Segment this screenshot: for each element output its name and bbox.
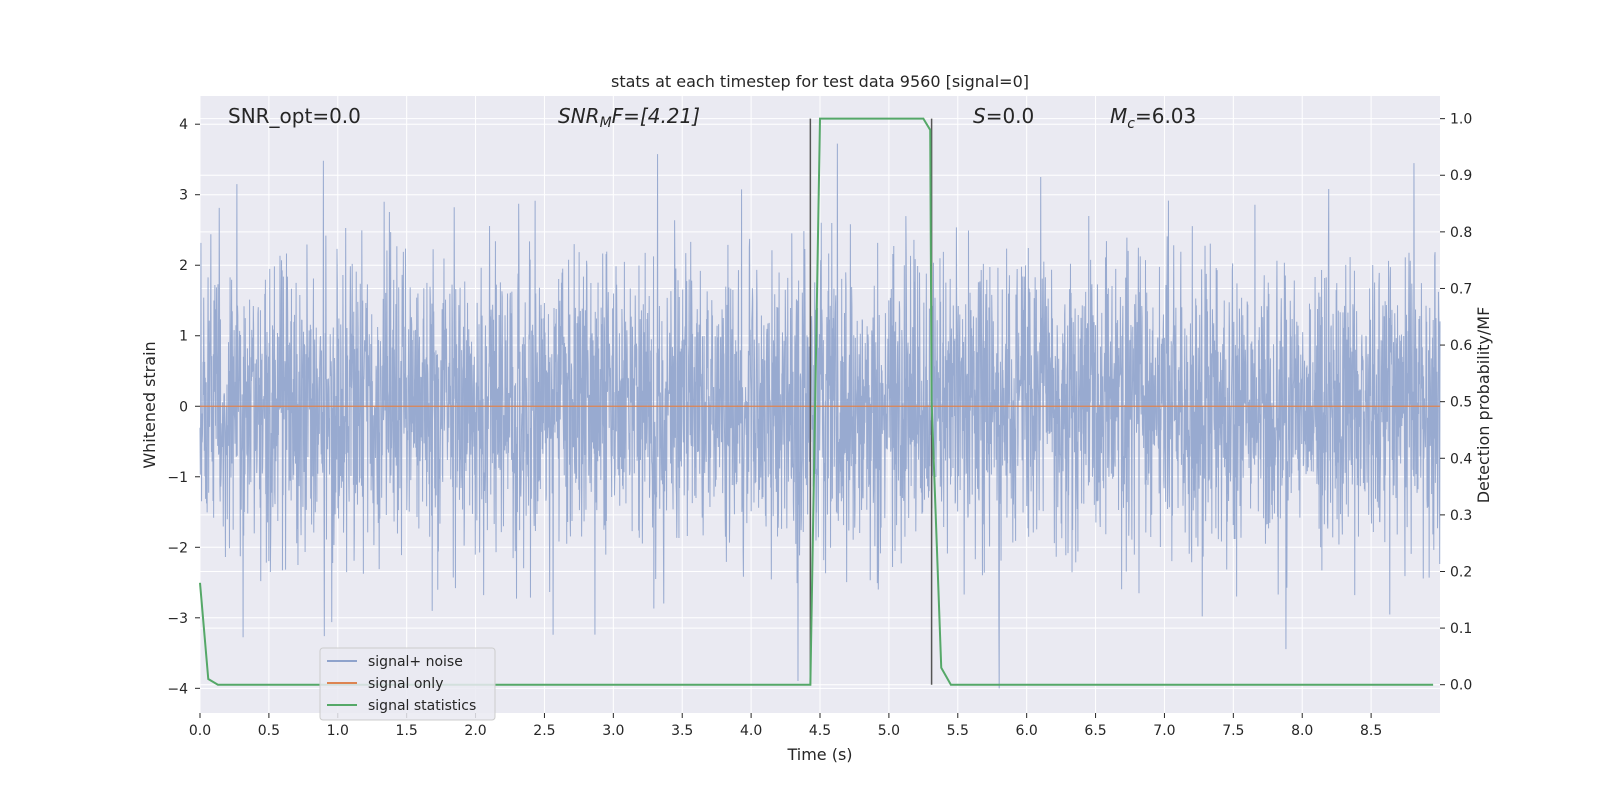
y-right-tick-label: 0.9 (1450, 168, 1472, 184)
y-right-tick-label: 0.8 (1450, 225, 1472, 241)
signal-statistics-series (199, 117, 1434, 686)
y-tick-label: 1 (179, 329, 188, 345)
legend-label-signal-statistics: signal statistics (368, 698, 476, 714)
y-tick-label: −2 (167, 540, 188, 556)
x-tick-label: 8.5 (1360, 723, 1382, 739)
x-tick-label: 0.5 (258, 723, 280, 739)
x-tick-label: 6.5 (1084, 723, 1106, 739)
y-tick-label: 0 (179, 399, 188, 415)
y-tick-label: 3 (179, 188, 188, 204)
annotation-snr-mf: SNRMF=[4.21] (558, 104, 700, 131)
y-right-tick-label: 0.3 (1450, 508, 1472, 524)
signal-noise-line (199, 143, 1441, 689)
x-tick-label: 1.5 (396, 723, 418, 739)
y-right-tick-label: 0.6 (1450, 338, 1472, 354)
y-right-tick-label: 0.1 (1450, 621, 1472, 637)
y-right-tick-label: 0.7 (1450, 281, 1472, 297)
y-right-tick-label: 0.0 (1450, 678, 1472, 694)
legend-box (319, 647, 496, 721)
legend-label-signal-only: signal only (368, 676, 443, 692)
x-tick-label: 4.5 (809, 723, 831, 739)
signal-noise-series (199, 143, 1441, 689)
y-tick-label: −3 (167, 611, 188, 627)
y-tick-label: 2 (179, 258, 188, 274)
x-tick-label: 7.5 (1222, 723, 1244, 739)
chart-title: stats at each timestep for test data 956… (611, 72, 1029, 91)
y-right-tick-label: 0.5 (1450, 395, 1472, 411)
y-tick-label: −4 (167, 681, 188, 697)
y-axis-ticks: 4 3 2 1 0 −1 −2 −3 −4 (167, 117, 200, 697)
y-tick-label: −1 (167, 470, 188, 486)
x-tick-label: 0.0 (189, 723, 211, 739)
y-right-axis-label: Detection probability/MF (1474, 307, 1493, 504)
x-tick-label: 5.5 (947, 723, 969, 739)
x-tick-label: 3.5 (671, 723, 693, 739)
legend: signal+ noise signal only signal statist… (319, 647, 496, 721)
x-tick-label: 4.0 (740, 723, 762, 739)
legend-label-signal-noise: signal+ noise (368, 654, 463, 670)
signal-statistics-line (199, 117, 1434, 686)
x-tick-label: 2.5 (533, 723, 555, 739)
y-right-tick-label: 0.4 (1450, 451, 1472, 467)
x-tick-label: 8.0 (1291, 723, 1313, 739)
annotation-mc: Mc=6.03 (1110, 104, 1196, 132)
x-tick-label: 6.0 (1016, 723, 1038, 739)
y-tick-label: 4 (179, 117, 188, 133)
y-right-tick-label: 0.2 (1450, 564, 1472, 580)
x-axis-ticks: 0.0 0.5 1.0 1.5 2.0 2.5 3.0 3.5 4.0 4.5 5.0 5.5 6.0 6… (189, 713, 1382, 739)
x-tick-label: 3.0 (602, 723, 624, 739)
y-axis-label: Whitened strain (140, 341, 159, 468)
x-tick-label: 7.0 (1153, 723, 1175, 739)
annotation-s: S=0.0 (973, 104, 1034, 128)
x-tick-label: 2.0 (464, 723, 486, 739)
x-tick-label: 1.0 (327, 723, 349, 739)
y-right-tick-label: 1.0 (1450, 112, 1472, 128)
annotation-snr-opt: SNR_opt=0.0 (228, 104, 361, 128)
y-right-axis-ticks: 1.0 0.9 0.8 0.7 0.6 0.5 0.4 0.3 0.2 0.1 0.0 (1440, 112, 1472, 694)
x-axis-label: Time (s) (786, 745, 852, 764)
x-tick-label: 5.0 (878, 723, 900, 739)
